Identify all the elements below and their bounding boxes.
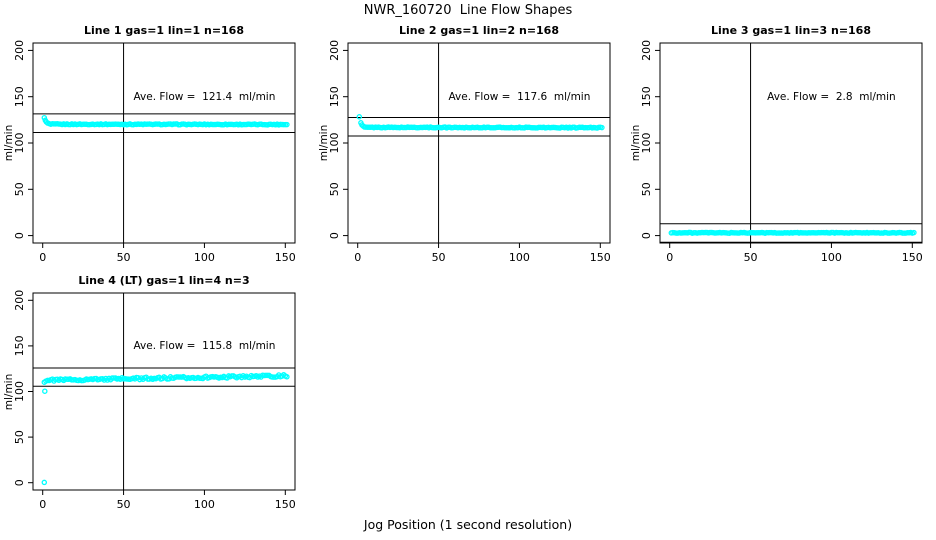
y-tick-label: 50: [13, 430, 26, 444]
x-tick-label: 100: [194, 251, 215, 264]
x-tick-label: 50: [744, 251, 758, 264]
panel-3-title: Line 3 gas=1 lin=3 n=168: [710, 24, 871, 37]
x-tick-label: 0: [39, 498, 46, 511]
data-point: [911, 229, 917, 236]
y-tick-label: 50: [640, 182, 653, 196]
data-point: [599, 124, 605, 131]
y-tick-label: 150: [13, 335, 26, 356]
y-tick-label: 150: [640, 86, 653, 107]
x-tick-label: 50: [117, 251, 131, 264]
y-tick-label: 200: [640, 40, 653, 61]
panel-2-plot-area: 0 50 100 150 0 50 100 150 200: [328, 40, 611, 264]
panel-2-y-axis-label: ml/min: [318, 124, 330, 162]
y-tick-label: 100: [13, 381, 26, 402]
x-axis-label: Jog Position (1 second resolution): [363, 517, 573, 532]
panel-3-ave-flow-annotation: Ave. Flow = 2.8 ml/min: [767, 90, 896, 103]
data-point: [356, 114, 363, 120]
y-tick-label: 0: [640, 232, 653, 239]
panel-1-ave-flow-annotation: Ave. Flow = 121.4 ml/min: [133, 90, 276, 103]
panel-1-y-axis-label: ml/min: [3, 124, 15, 162]
x-tick-label: 150: [275, 251, 296, 264]
y-tick-label: 50: [328, 182, 341, 196]
panel-3-y-axis-label: ml/min: [630, 124, 642, 162]
panel-4-y-axis-label: ml/min: [3, 373, 15, 410]
panel-4-ave-flow-annotation: Ave. Flow = 115.8 ml/min: [133, 339, 276, 352]
x-tick-label: 150: [902, 251, 923, 264]
x-tick-label: 0: [354, 251, 361, 264]
panel-1-title: Line 1 gas=1 lin=1 n=168: [83, 24, 244, 37]
panel-4-plot-area: 0 50 100 150 0 50 100 150 200: [13, 290, 296, 511]
data-point: [284, 374, 290, 380]
x-tick-label: 50: [432, 251, 446, 264]
plot-box: [32, 292, 296, 491]
x-tick-label: 50: [117, 498, 131, 511]
plot-box: [32, 42, 296, 244]
plot-box: [347, 42, 611, 244]
x-tick-label: 100: [821, 251, 842, 264]
panel-2-ave-flow-annotation: Ave. Flow = 117.6 ml/min: [448, 90, 591, 103]
x-tick-label: 150: [275, 498, 296, 511]
x-tick-label: 0: [666, 251, 673, 264]
y-tick-label: 200: [13, 40, 26, 61]
panel-4-title: Line 4 (LT) gas=1 lin=4 n=3: [78, 274, 250, 287]
y-tick-label: 100: [640, 133, 653, 154]
y-tick-label: 200: [328, 40, 341, 61]
data-point: [284, 121, 290, 128]
x-tick-label: 0: [39, 251, 46, 264]
y-tick-label: 200: [13, 290, 26, 311]
x-tick-label: 100: [194, 498, 215, 511]
data-point: [41, 479, 48, 486]
y-tick-label: 150: [13, 86, 26, 107]
data-point: [42, 388, 48, 394]
plot-box: [659, 42, 923, 244]
y-tick-label: 150: [328, 86, 341, 107]
y-tick-label: 0: [328, 232, 341, 239]
x-tick-label: 150: [590, 251, 611, 264]
y-tick-label: 0: [13, 479, 26, 486]
x-tick-label: 100: [509, 251, 530, 264]
y-tick-label: 0: [13, 232, 26, 239]
panel-2-title: Line 2 gas=1 lin=2 n=168: [398, 24, 559, 37]
panel-3-plot-area: 0 50 100 150 0 50 100 150 200: [640, 40, 923, 264]
panel-1-plot-area: 0 50 100 150 0 50 100 150 200: [13, 40, 296, 264]
figure-title: NWR_160720 Line Flow Shapes: [363, 3, 573, 18]
y-tick-label: 100: [328, 133, 341, 154]
data-point: [41, 114, 48, 121]
y-tick-label: 100: [13, 133, 26, 154]
y-tick-label: 50: [13, 182, 26, 196]
